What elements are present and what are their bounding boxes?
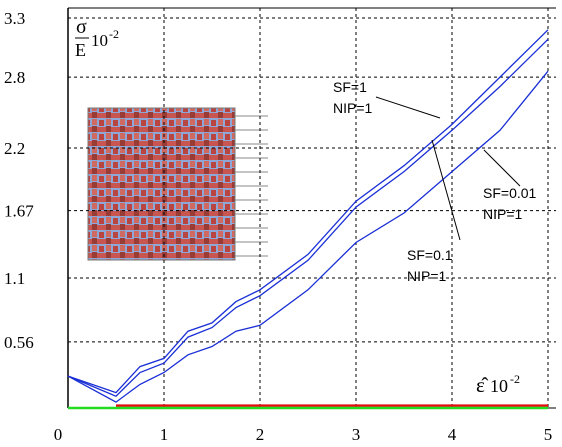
annotation: SF=0.1 <box>407 247 453 263</box>
x-label-symbol: ε̂ <box>476 373 489 397</box>
y-tick-label: 2.2 <box>4 139 25 158</box>
y-tick-label: 3.3 <box>4 9 25 28</box>
fabric-inset <box>87 107 268 261</box>
x-label-exponent: -2 <box>510 372 520 386</box>
leader-line <box>483 149 521 187</box>
x-tick-label: 1 <box>160 425 169 444</box>
x-tick-label: 2 <box>256 425 265 444</box>
x-tick-label: 5 <box>544 425 553 444</box>
y-tick-label: 1.1 <box>4 269 25 288</box>
x-tick-label: 3 <box>352 425 361 444</box>
y-tick-label: 1.67 <box>4 202 34 221</box>
annotation: NIP=1 <box>483 206 523 222</box>
x-tick-label: 4 <box>448 425 457 444</box>
series-line <box>67 29 549 394</box>
y-label-numerator: σ <box>76 16 87 38</box>
y-label-exponent: -2 <box>109 27 119 41</box>
x-tick-label: 0 <box>54 425 63 444</box>
y-tick-label: 0.56 <box>4 333 34 352</box>
x-label-base: 10 <box>490 376 508 396</box>
series-line <box>67 38 549 397</box>
series-line <box>67 70 549 403</box>
leader-line <box>375 96 441 119</box>
y-label-base: 10 <box>91 31 108 50</box>
annotation: NIP=1 <box>333 100 373 116</box>
y-tick-label: 2.8 <box>4 68 25 87</box>
annotation: NIP=1 <box>407 268 447 284</box>
annotation: SF=0.01 <box>483 185 537 201</box>
leader-line <box>431 139 461 241</box>
annotation: SF=1 <box>333 79 367 95</box>
y-label-denominator: E <box>75 40 86 60</box>
